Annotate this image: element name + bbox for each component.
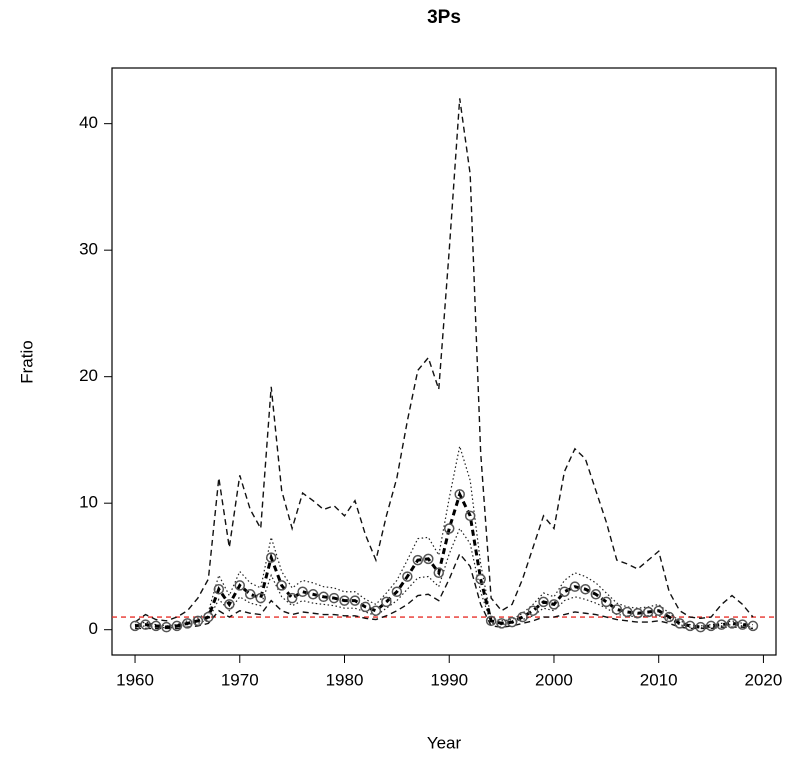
point-marker — [402, 571, 413, 582]
series-line — [134, 490, 754, 629]
point-marker — [255, 592, 266, 604]
point-marker — [737, 619, 748, 630]
series-line — [134, 98, 754, 623]
x-tick-label: 1970 — [221, 670, 259, 689]
point-marker — [747, 620, 759, 632]
point-marker — [318, 591, 329, 603]
x-tick-label: 2020 — [745, 670, 783, 689]
point-marker — [423, 553, 434, 565]
point-marker — [454, 489, 465, 500]
point-marker — [632, 608, 644, 619]
point-marker — [244, 589, 256, 600]
y-tick-label: 20 — [79, 366, 98, 385]
point-marker — [611, 604, 623, 615]
y-tick-label: 10 — [79, 493, 98, 512]
point-marker — [213, 583, 225, 595]
point-marker — [496, 618, 507, 629]
point-marker — [129, 620, 141, 632]
series-line — [134, 527, 754, 629]
point-marker — [224, 599, 235, 610]
point-marker — [307, 589, 319, 600]
point-marker — [622, 606, 633, 618]
point-marker — [548, 599, 560, 610]
point-marker — [684, 620, 696, 632]
point-marker — [286, 592, 298, 604]
series-line — [134, 446, 754, 627]
point-marker — [182, 618, 193, 629]
point-marker — [328, 592, 340, 604]
point-marker — [538, 596, 549, 608]
point-marker — [674, 618, 685, 629]
series-line — [135, 552, 754, 630]
x-tick-label: 2000 — [535, 670, 573, 689]
point-marker — [433, 567, 445, 579]
point-marker — [203, 611, 214, 623]
point-marker — [642, 606, 654, 618]
point-marker — [360, 601, 371, 613]
point-marker — [349, 595, 361, 606]
point-marker — [140, 619, 151, 630]
point-marker — [391, 586, 403, 597]
point-marker — [517, 611, 528, 623]
point-marker — [412, 554, 424, 566]
point-marker — [580, 583, 591, 595]
plot-frame — [111, 67, 777, 656]
point-marker — [527, 605, 539, 616]
point-marker — [569, 581, 581, 592]
y-axis-label: Fratio — [17, 340, 36, 383]
point-marker — [234, 580, 246, 591]
point-marker — [192, 615, 204, 627]
point-marker — [276, 580, 287, 591]
point-marker — [485, 615, 497, 627]
point-marker — [171, 620, 183, 632]
point-marker — [716, 619, 727, 630]
x-axis-label: Year — [427, 733, 462, 752]
point-marker — [726, 618, 738, 629]
point-marker — [559, 586, 570, 597]
point-marker — [443, 523, 455, 534]
point-marker — [339, 595, 350, 606]
point-marker — [297, 586, 308, 597]
point-marker — [695, 621, 706, 633]
y-tick-label: 0 — [89, 619, 98, 638]
x-tick-label: 1980 — [326, 670, 364, 689]
x-tick-label: 1990 — [430, 670, 468, 689]
point-marker — [475, 573, 486, 585]
point-marker — [150, 620, 162, 632]
y-tick-label: 40 — [79, 113, 98, 132]
x-tick-label: 2010 — [640, 670, 678, 689]
point-marker — [653, 605, 664, 616]
point-marker — [590, 589, 602, 600]
point-marker — [601, 596, 612, 608]
point-marker — [265, 552, 277, 563]
point-marker — [506, 616, 518, 628]
point-marker — [663, 611, 675, 623]
point-marker — [381, 596, 392, 608]
y-tick-label: 30 — [79, 240, 98, 259]
chart-title: 3Ps — [427, 7, 461, 28]
point-marker — [464, 510, 476, 522]
x-tick-label: 1960 — [116, 670, 154, 689]
point-marker — [705, 620, 717, 632]
point-marker — [161, 621, 172, 633]
point-marker — [370, 605, 382, 616]
